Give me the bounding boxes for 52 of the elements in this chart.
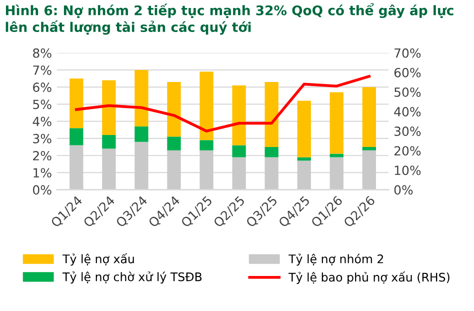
y-tick-label: 6% <box>33 82 52 92</box>
legend-label: Tỷ lệ nợ chờ xử lý TSĐB <box>62 272 202 284</box>
bar <box>330 92 344 154</box>
y-tick-label: 0% <box>33 185 52 195</box>
bar <box>330 157 344 190</box>
bar <box>167 150 181 190</box>
bar <box>362 146 376 150</box>
bar <box>264 146 278 158</box>
y-tick-label: 7% <box>33 65 52 75</box>
y-tick-label: 4% <box>32 116 52 126</box>
bar <box>232 85 246 146</box>
bar <box>362 87 376 147</box>
y2-tick-label: 20% <box>394 146 421 156</box>
bar <box>134 70 148 126</box>
bar <box>102 148 116 190</box>
bar <box>264 157 278 190</box>
chart-title: Hình 6: Nợ nhóm 2 tiếp tục mạnh 32% QoQ có thể gây áp lực lên chất lượng tài sản các quý tới <box>6 3 454 35</box>
legend-label: Tỷ lệ bao phủ nợ xấu (RHS) <box>288 272 450 284</box>
legend-label: Tỷ lệ nợ xấu <box>62 253 134 266</box>
bar <box>70 128 84 146</box>
line-series <box>75 74 371 132</box>
y-tick-label: 8% <box>33 48 52 58</box>
y-tick-label: 1% <box>34 168 52 178</box>
y2-tick-label: 0% <box>394 185 413 195</box>
bar <box>297 157 311 161</box>
bar <box>167 136 181 150</box>
bar <box>200 72 214 140</box>
legend-label: Tỷ lệ nợ nhóm 2 <box>288 254 384 266</box>
y-tick-label: 5% <box>33 100 52 110</box>
bar <box>70 145 84 190</box>
y2-tick-label: 50% <box>394 87 421 97</box>
bar <box>70 78 84 128</box>
y-tick-label: 2% <box>33 150 52 160</box>
y2-tick-label: 60% <box>394 68 421 78</box>
y2-tick-label: 10% <box>394 166 421 176</box>
bar <box>264 82 278 147</box>
bar <box>134 142 148 190</box>
bar <box>102 134 116 149</box>
bar <box>362 150 376 190</box>
bar <box>167 82 181 137</box>
bar <box>232 145 246 158</box>
bar <box>297 100 311 158</box>
y2-tick-label: 70% <box>394 48 421 58</box>
bar <box>297 160 311 190</box>
y2-tick-label: 40% <box>394 106 421 116</box>
y-tick-label: 3% <box>33 134 52 144</box>
y2-tick-label: 30% <box>394 126 421 136</box>
bar <box>134 126 148 142</box>
bar <box>200 140 214 150</box>
bar <box>200 150 214 190</box>
bar <box>232 157 246 190</box>
bar <box>102 80 116 135</box>
